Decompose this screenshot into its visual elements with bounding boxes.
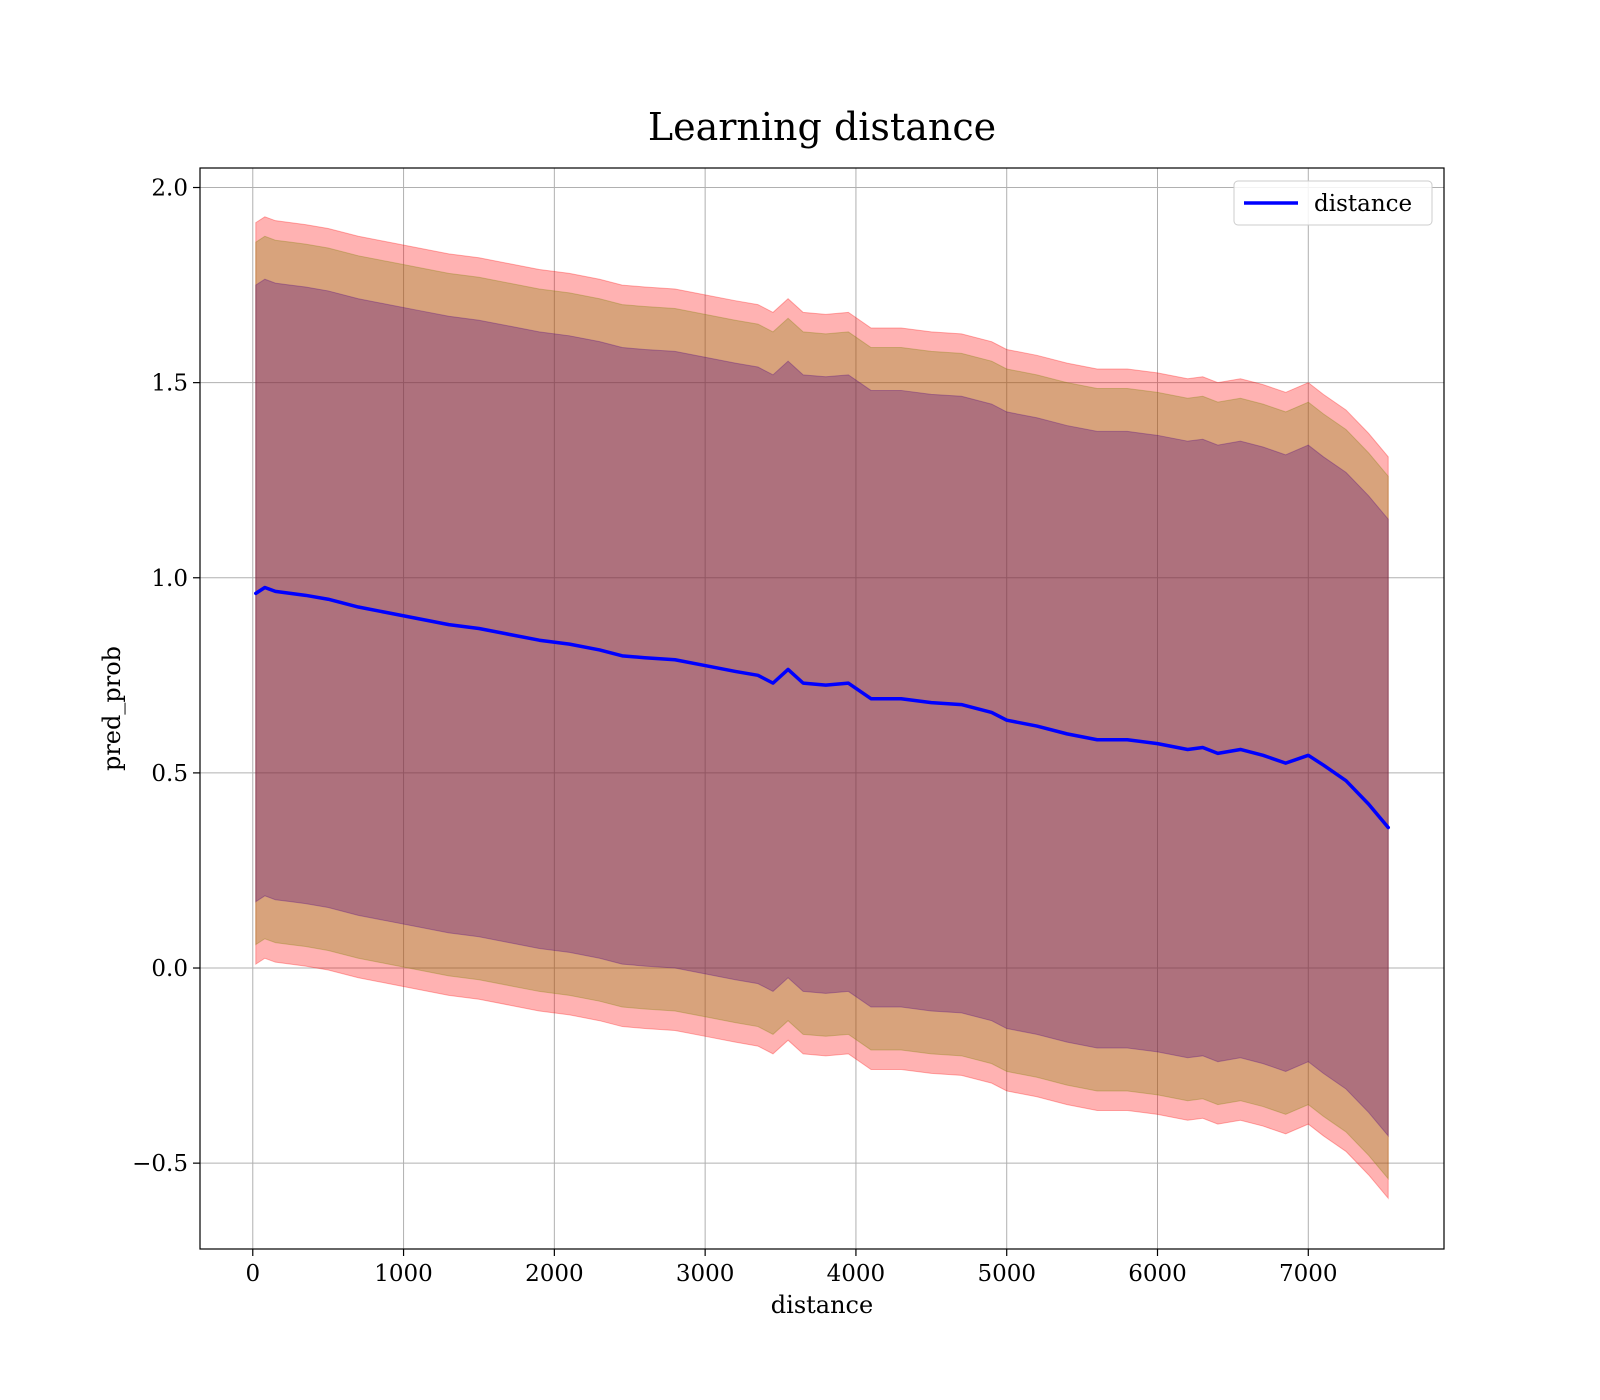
x-tick-label: 0 [245, 1261, 260, 1287]
legend: distance [1233, 180, 1433, 226]
x-axis-label: distance [771, 1291, 873, 1319]
plot-frame [199, 167, 1445, 1250]
confidence-band-3 [255, 278, 1389, 1138]
y-tick-label: 1.5 [151, 371, 188, 397]
confidence-band-1 [255, 216, 1389, 1200]
y-tick-label: 0.0 [151, 956, 188, 982]
y-tick-label: −0.5 [132, 1151, 188, 1177]
band-layer [255, 216, 1389, 1200]
axes: 0 1000 2000 3000 4000 5000 6000 7000 −0.5 0.0 0.5 1… [132, 167, 1445, 1287]
series-layer [254, 585, 1390, 830]
series-line-distance [254, 585, 1390, 830]
legend-label: distance [1314, 191, 1412, 217]
x-tick-label: 5000 [977, 1261, 1036, 1287]
chart-title: Learning distance [648, 105, 996, 149]
y-tick-label: 1.0 [151, 566, 188, 592]
y-tick-label: 0.5 [151, 761, 188, 787]
x-tick-label: 6000 [1128, 1261, 1187, 1287]
y-axis-label: pred_prob [98, 646, 126, 771]
confidence-band-2 [255, 235, 1389, 1181]
legend-box [1233, 180, 1433, 226]
x-tick-label: 7000 [1279, 1261, 1338, 1287]
y-tick-label: 2.0 [151, 176, 188, 202]
x-tick-label: 2000 [525, 1261, 584, 1287]
x-tick-label: 4000 [827, 1261, 886, 1287]
x-tick-label: 3000 [676, 1261, 735, 1287]
x-tick-label: 1000 [374, 1261, 433, 1287]
